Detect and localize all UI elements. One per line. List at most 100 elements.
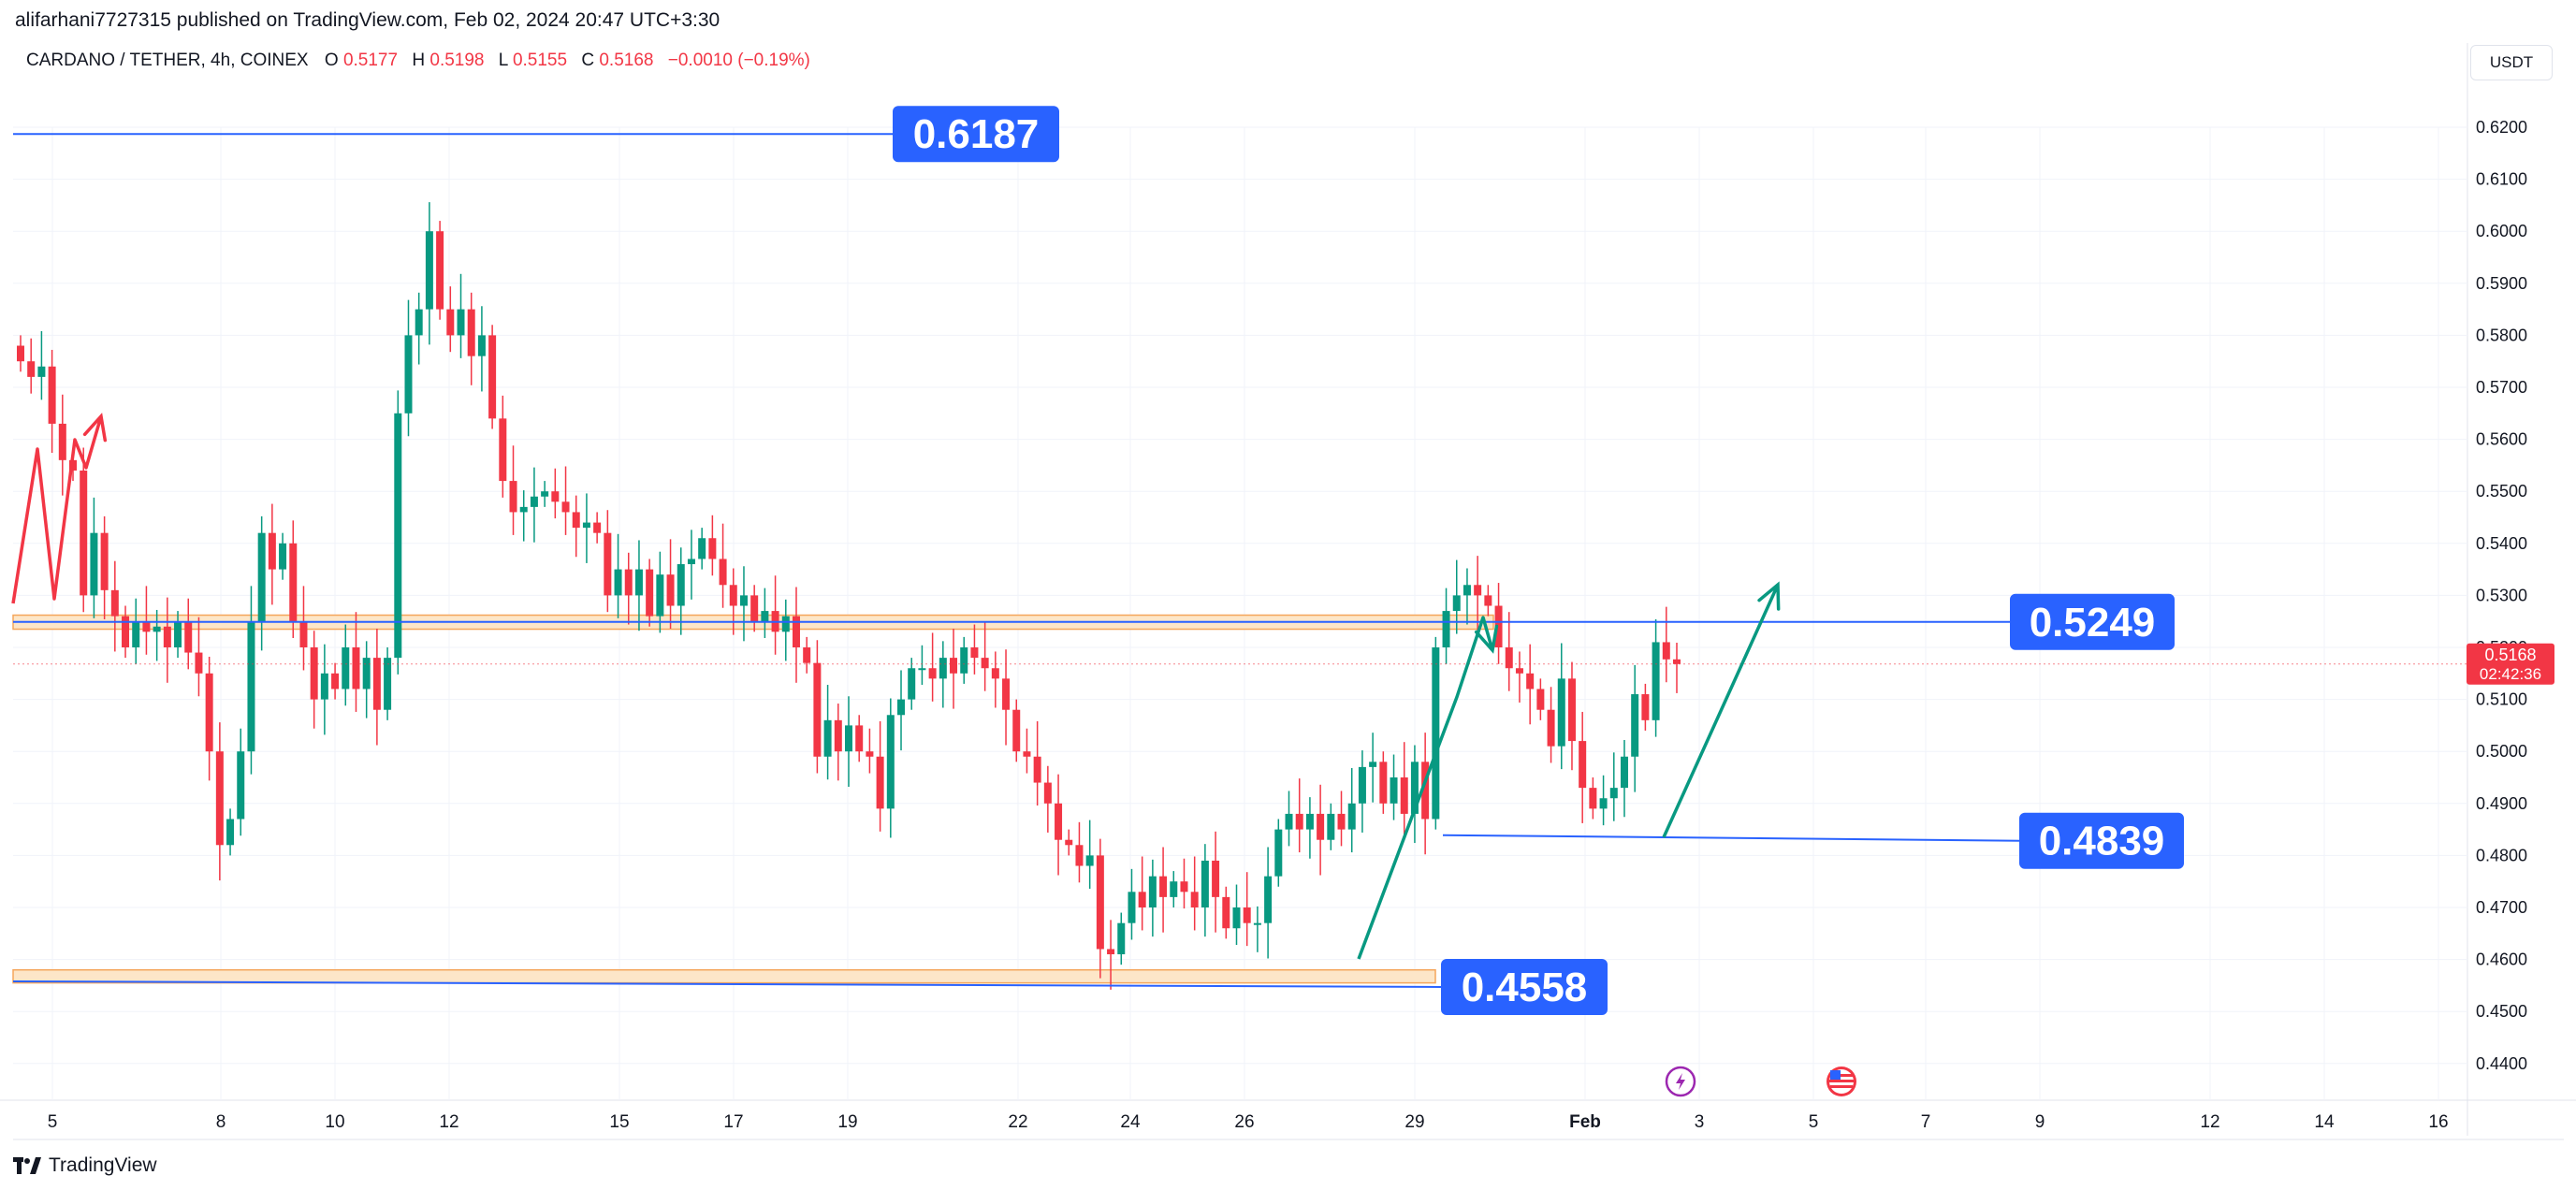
earnings-icon[interactable] [1665,1066,1696,1097]
candle-body [803,647,811,663]
y-tick-label: 0.4500 [2476,1002,2527,1021]
candle-body [1253,922,1261,925]
x-tick-label: 15 [609,1112,629,1132]
candle-body [729,585,737,606]
level-line [12,980,1442,988]
candle-body [1201,860,1209,907]
candle-body [1096,855,1104,950]
candle-body [1484,595,1492,606]
y-tick-label: 0.5000 [2476,742,2527,761]
published-header: alifarhani7727315 published on TradingVi… [15,9,720,31]
candle-body [687,559,695,565]
level-label-badge: 0.6187 [893,106,1059,163]
candle-body [1432,647,1440,820]
candle-body [1033,756,1041,783]
grid [13,126,2467,1100]
open-label: O [325,51,339,70]
candle-body [1075,845,1084,866]
y-tick-label: 0.4400 [2476,1054,2527,1073]
candle-body [960,647,968,674]
candle-body [1222,896,1230,929]
candle-body [761,611,769,622]
candle-body [215,751,224,846]
candle-body [1567,678,1576,742]
candle-body [237,751,245,820]
candle-body [1285,813,1293,830]
candle-body [1232,907,1241,929]
candle-body [939,658,947,679]
candle-body [467,309,475,356]
svg-text:CARDANO / TETHER, 4h, COINEX: CARDANO / TETHER, 4h, COINEX O 0.5177 H … [26,51,810,70]
candle-body [268,532,276,570]
x-tick-label: 9 [2035,1112,2045,1132]
candle-body [153,626,161,632]
candle-body [604,532,612,596]
candle-body [739,595,748,606]
candle-body [27,361,36,377]
candle-body [1337,813,1346,830]
red-zigzag-arrow [11,413,108,604]
support-resistance-zone [12,968,1436,984]
us-flag-icon[interactable] [1826,1067,1856,1096]
x-tick-label: 7 [1921,1112,1931,1132]
x-tick-label: 5 [1809,1112,1819,1132]
candle-body [541,491,549,497]
candle-body [1515,668,1523,674]
candle-body [372,658,381,710]
candle-body [928,668,937,679]
candle-body [1305,813,1314,830]
candle-body [1023,751,1031,757]
y-tick-label: 0.4800 [2476,846,2527,864]
candle-body [1043,782,1052,804]
candle-body [1369,762,1377,767]
candle-body [1609,788,1618,799]
y-tick-label: 0.5400 [2476,534,2527,553]
candle-body [886,715,895,809]
y-tick-label: 0.4600 [2476,951,2527,969]
candle-body [110,589,119,617]
candle-body [530,496,538,507]
x-tick-label: Feb [1569,1112,1601,1132]
time-axis: 5 8 10 12 15 17 19 22 24 26 29 Feb 3 5 7 9 12 14 16 [48,1112,2449,1132]
x-tick-label: 19 [837,1112,857,1132]
price-axis: 0.6200 0.6100 0.6000 0.5900 0.5800 0.5700 0.56… [2467,118,2554,1073]
green-up-arrow [1357,616,1499,960]
candle-body [37,366,46,377]
brand-name: TradingView [49,1154,157,1176]
candle-body [950,658,958,674]
candle-body [122,616,130,647]
candle-body [593,522,602,533]
open-value: 0.5177 [343,51,398,70]
candle-body [834,719,842,752]
candle-body [1317,813,1325,840]
candle-body [1641,694,1650,720]
candle-body [384,658,392,710]
currency-button[interactable]: USDT [2470,45,2553,80]
candle-body [572,512,580,529]
symbol-name: CARDANO / TETHER, 4h, COINEX [26,51,309,70]
candle-body [1421,762,1430,820]
candle-body [1264,876,1273,923]
current-price-badge-bg [2467,643,2554,685]
candle-body [1295,813,1303,830]
candle-body [551,491,560,502]
y-tick-label: 0.4700 [2476,898,2527,917]
level-badge-text: 0.6187 [913,111,1040,157]
candle-body [1117,922,1126,955]
candle-body [1400,777,1408,814]
candle-body [205,673,213,752]
green-projection-arrow-head [1757,581,1781,611]
low-label: L [499,51,508,70]
candle-body [698,538,706,559]
candle-body [970,647,979,659]
candle-body [1159,876,1168,897]
candle-body [488,335,497,419]
candle-body [184,621,193,653]
candle-body [561,501,570,513]
high-label: H [412,51,425,70]
candle-body [1107,949,1115,955]
candle-body [174,621,182,647]
level-label-badge: 0.4558 [1441,958,1608,1015]
